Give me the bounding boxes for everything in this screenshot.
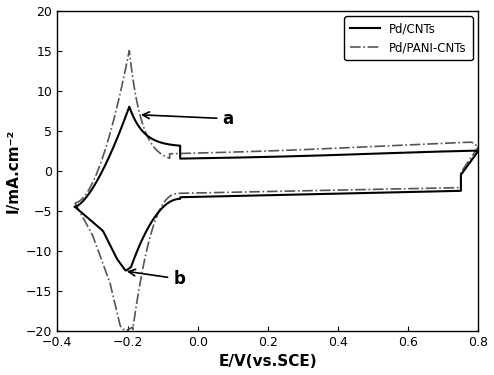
Pd/CNTs (81, 198, 87, 202)
Text: b: b (128, 269, 185, 288)
Pd/PANI-CNTs (291, 148, 297, 152)
Pd/CNTs (149, 136, 155, 141)
Pd/PANI-CNTs (107, 132, 113, 136)
Legend: Pd/CNTs, Pd/PANI-CNTs: Pd/CNTs, Pd/PANI-CNTs (344, 16, 473, 60)
Pd/PANI-CNTs (72, 201, 78, 205)
Pd/PANI-CNTs (126, 48, 132, 53)
Line: Pd/CNTs: Pd/CNTs (75, 107, 479, 207)
Text: a: a (143, 110, 233, 128)
Pd/PANI-CNTs (86, 186, 92, 190)
Pd/PANI-CNTs (476, 144, 482, 149)
Pd/PANI-CNTs (144, 134, 150, 139)
Pd/CNTs (107, 153, 113, 158)
X-axis label: E/V(vs.SCE): E/V(vs.SCE) (218, 354, 317, 369)
Line: Pd/PANI-CNTs: Pd/PANI-CNTs (75, 51, 479, 203)
Y-axis label: I/mA.cm⁻²: I/mA.cm⁻² (5, 129, 21, 213)
Pd/CNTs (126, 105, 132, 109)
Pd/PANI-CNTs (81, 194, 87, 199)
Pd/CNTs (454, 149, 460, 153)
Pd/CNTs (476, 148, 482, 153)
Pd/CNTs (86, 190, 92, 195)
Pd/CNTs (72, 205, 78, 209)
Pd/CNTs (297, 154, 303, 158)
Pd/PANI-CNTs (453, 141, 459, 145)
